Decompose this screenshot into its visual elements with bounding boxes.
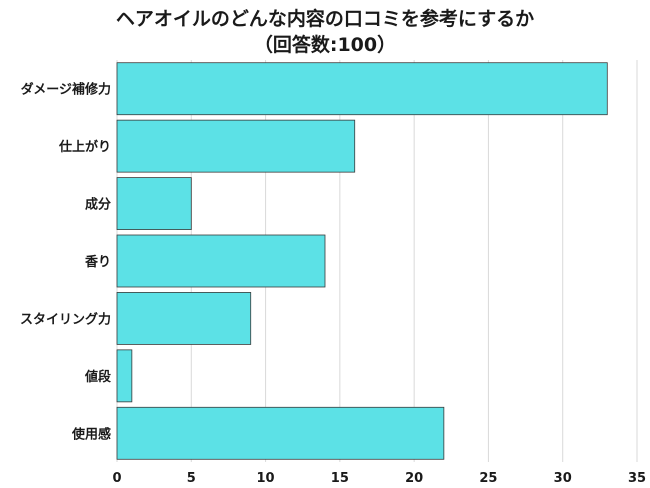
bar: [116, 234, 326, 288]
category-label: 使用感: [71, 426, 111, 442]
category-label: 香り: [84, 254, 111, 270]
category-label: 成分: [85, 197, 111, 213]
x-tick-label: 5: [187, 471, 196, 486]
x-axis-ticks: 0 5 10 15 20 25 30 35: [112, 471, 646, 486]
x-tick-label: 25: [479, 471, 497, 486]
category-label: スタイリング力: [20, 311, 111, 327]
bars: [116, 62, 608, 460]
bar: [116, 349, 133, 403]
x-tick-label: 15: [331, 471, 349, 486]
x-tick-label: 30: [554, 471, 572, 486]
chart-title: ヘアオイルのどんな内容の口コミを参考にするか: [115, 8, 535, 30]
chart-subtitle: （回答数:100）: [253, 34, 397, 56]
x-tick-label: 0: [112, 471, 121, 486]
x-tick-label: 35: [628, 471, 646, 486]
category-label: 値段: [84, 369, 111, 385]
bar: [116, 177, 192, 230]
x-tick-label: 10: [257, 471, 275, 486]
bar: [116, 62, 608, 116]
bar: [116, 119, 356, 173]
bar: [116, 406, 445, 460]
chart-title-block: ヘアオイルのどんな内容の口コミを参考にするか （回答数:100）: [0, 6, 650, 58]
category-label: ダメージ補修力: [21, 82, 111, 98]
x-tick-label: 20: [405, 471, 423, 486]
bar: [116, 292, 252, 345]
category-label: 仕上がり: [58, 139, 111, 155]
